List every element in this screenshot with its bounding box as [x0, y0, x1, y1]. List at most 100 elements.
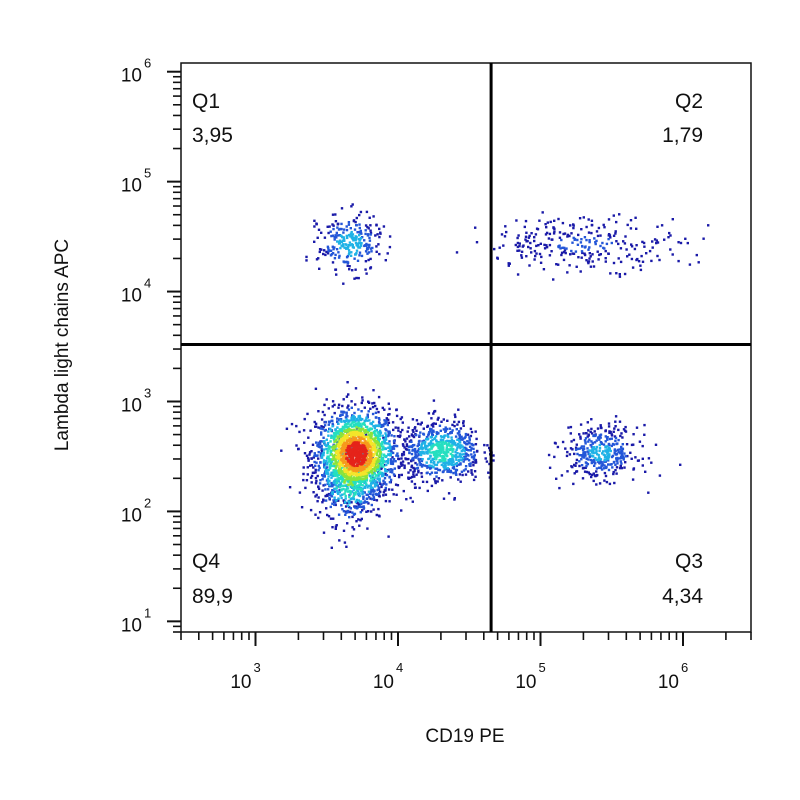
event-dot — [580, 458, 583, 461]
event-dot — [621, 436, 624, 439]
event-dot — [536, 228, 540, 231]
event-dot — [615, 466, 619, 469]
event-dot — [439, 441, 442, 444]
q3-name: Q3 — [675, 550, 703, 573]
event-dot — [344, 455, 347, 459]
event-dot — [605, 436, 609, 440]
event-dot — [347, 246, 350, 249]
event-dot — [362, 495, 365, 498]
event-dot — [378, 480, 381, 484]
event-dot — [580, 464, 584, 467]
event-dot — [355, 252, 358, 255]
event-dot — [352, 494, 355, 498]
event-dot — [598, 253, 601, 257]
event-dot — [340, 475, 343, 478]
event-dot — [546, 221, 549, 224]
event-dot — [356, 492, 360, 496]
event-dot — [355, 467, 358, 470]
event-dot — [351, 419, 354, 422]
event-dot — [363, 406, 366, 409]
event-dot — [347, 421, 350, 424]
event-dot — [448, 427, 452, 430]
event-dot — [367, 401, 371, 404]
event-dot — [328, 459, 331, 462]
event-dot — [359, 489, 363, 492]
event-dot — [430, 460, 433, 463]
event-dot — [392, 460, 395, 463]
event-dot — [368, 474, 372, 478]
event-dot — [549, 220, 552, 224]
event-dot — [346, 458, 349, 462]
event-dot — [342, 237, 346, 240]
event-dot — [347, 483, 350, 486]
event-dot — [653, 238, 657, 241]
event-dot — [458, 441, 461, 444]
y-axis-title: Lambda light chains APC — [52, 239, 73, 451]
event-dot — [305, 259, 308, 262]
event-dot — [410, 465, 413, 469]
event-dot — [474, 475, 477, 478]
event-dot — [411, 418, 415, 421]
event-dot — [503, 235, 507, 238]
event-dot — [592, 265, 596, 268]
event-dot — [462, 460, 465, 463]
event-dot — [338, 491, 341, 494]
event-dot — [358, 223, 361, 226]
event-dot — [361, 484, 364, 487]
event-dot — [385, 417, 388, 420]
event-dot — [347, 223, 351, 226]
event-dot — [468, 442, 471, 445]
event-dot — [430, 464, 433, 468]
event-dot — [363, 431, 367, 435]
event-dot — [639, 268, 643, 272]
event-dot — [322, 436, 325, 439]
event-dot — [395, 454, 398, 457]
event-dot — [354, 434, 357, 437]
event-dot — [445, 448, 448, 451]
event-dot — [427, 434, 430, 437]
event-dot — [331, 490, 334, 494]
event-dot — [613, 427, 616, 430]
event-dot — [350, 467, 353, 470]
event-dot — [346, 462, 349, 466]
event-dot — [344, 505, 348, 508]
x-tick-exponent: 3 — [254, 660, 261, 675]
event-dot — [593, 474, 597, 477]
event-dot — [585, 225, 588, 229]
event-dot — [303, 452, 307, 455]
event-dot — [485, 460, 489, 463]
event-dot — [357, 470, 361, 473]
event-dot — [378, 437, 381, 441]
event-dot — [405, 445, 409, 448]
event-dot — [371, 402, 374, 405]
event-dot — [377, 514, 381, 517]
event-dot — [447, 492, 451, 495]
event-dot — [582, 466, 586, 470]
event-dot — [439, 429, 442, 432]
event-dots — [280, 203, 710, 549]
event-dot — [321, 501, 324, 504]
event-dot — [356, 484, 360, 488]
event-dot — [450, 448, 454, 451]
event-dot — [626, 223, 629, 227]
event-dot — [355, 459, 359, 463]
event-dot — [451, 423, 454, 427]
event-dot — [343, 441, 346, 445]
event-dot — [594, 451, 598, 454]
event-dot — [330, 476, 333, 479]
event-dot — [595, 467, 599, 470]
event-dot — [369, 229, 372, 232]
event-dot — [410, 464, 414, 467]
event-dot — [379, 442, 382, 445]
event-dot — [611, 466, 614, 469]
event-dot — [599, 458, 603, 461]
event-dot — [449, 440, 453, 443]
event-dot — [454, 468, 458, 472]
event-dot — [660, 224, 664, 227]
event-dot — [417, 469, 420, 472]
event-dot — [454, 472, 458, 476]
event-dot — [433, 437, 436, 441]
event-dot — [341, 239, 345, 242]
event-dot — [340, 427, 344, 431]
event-dot — [339, 432, 342, 435]
